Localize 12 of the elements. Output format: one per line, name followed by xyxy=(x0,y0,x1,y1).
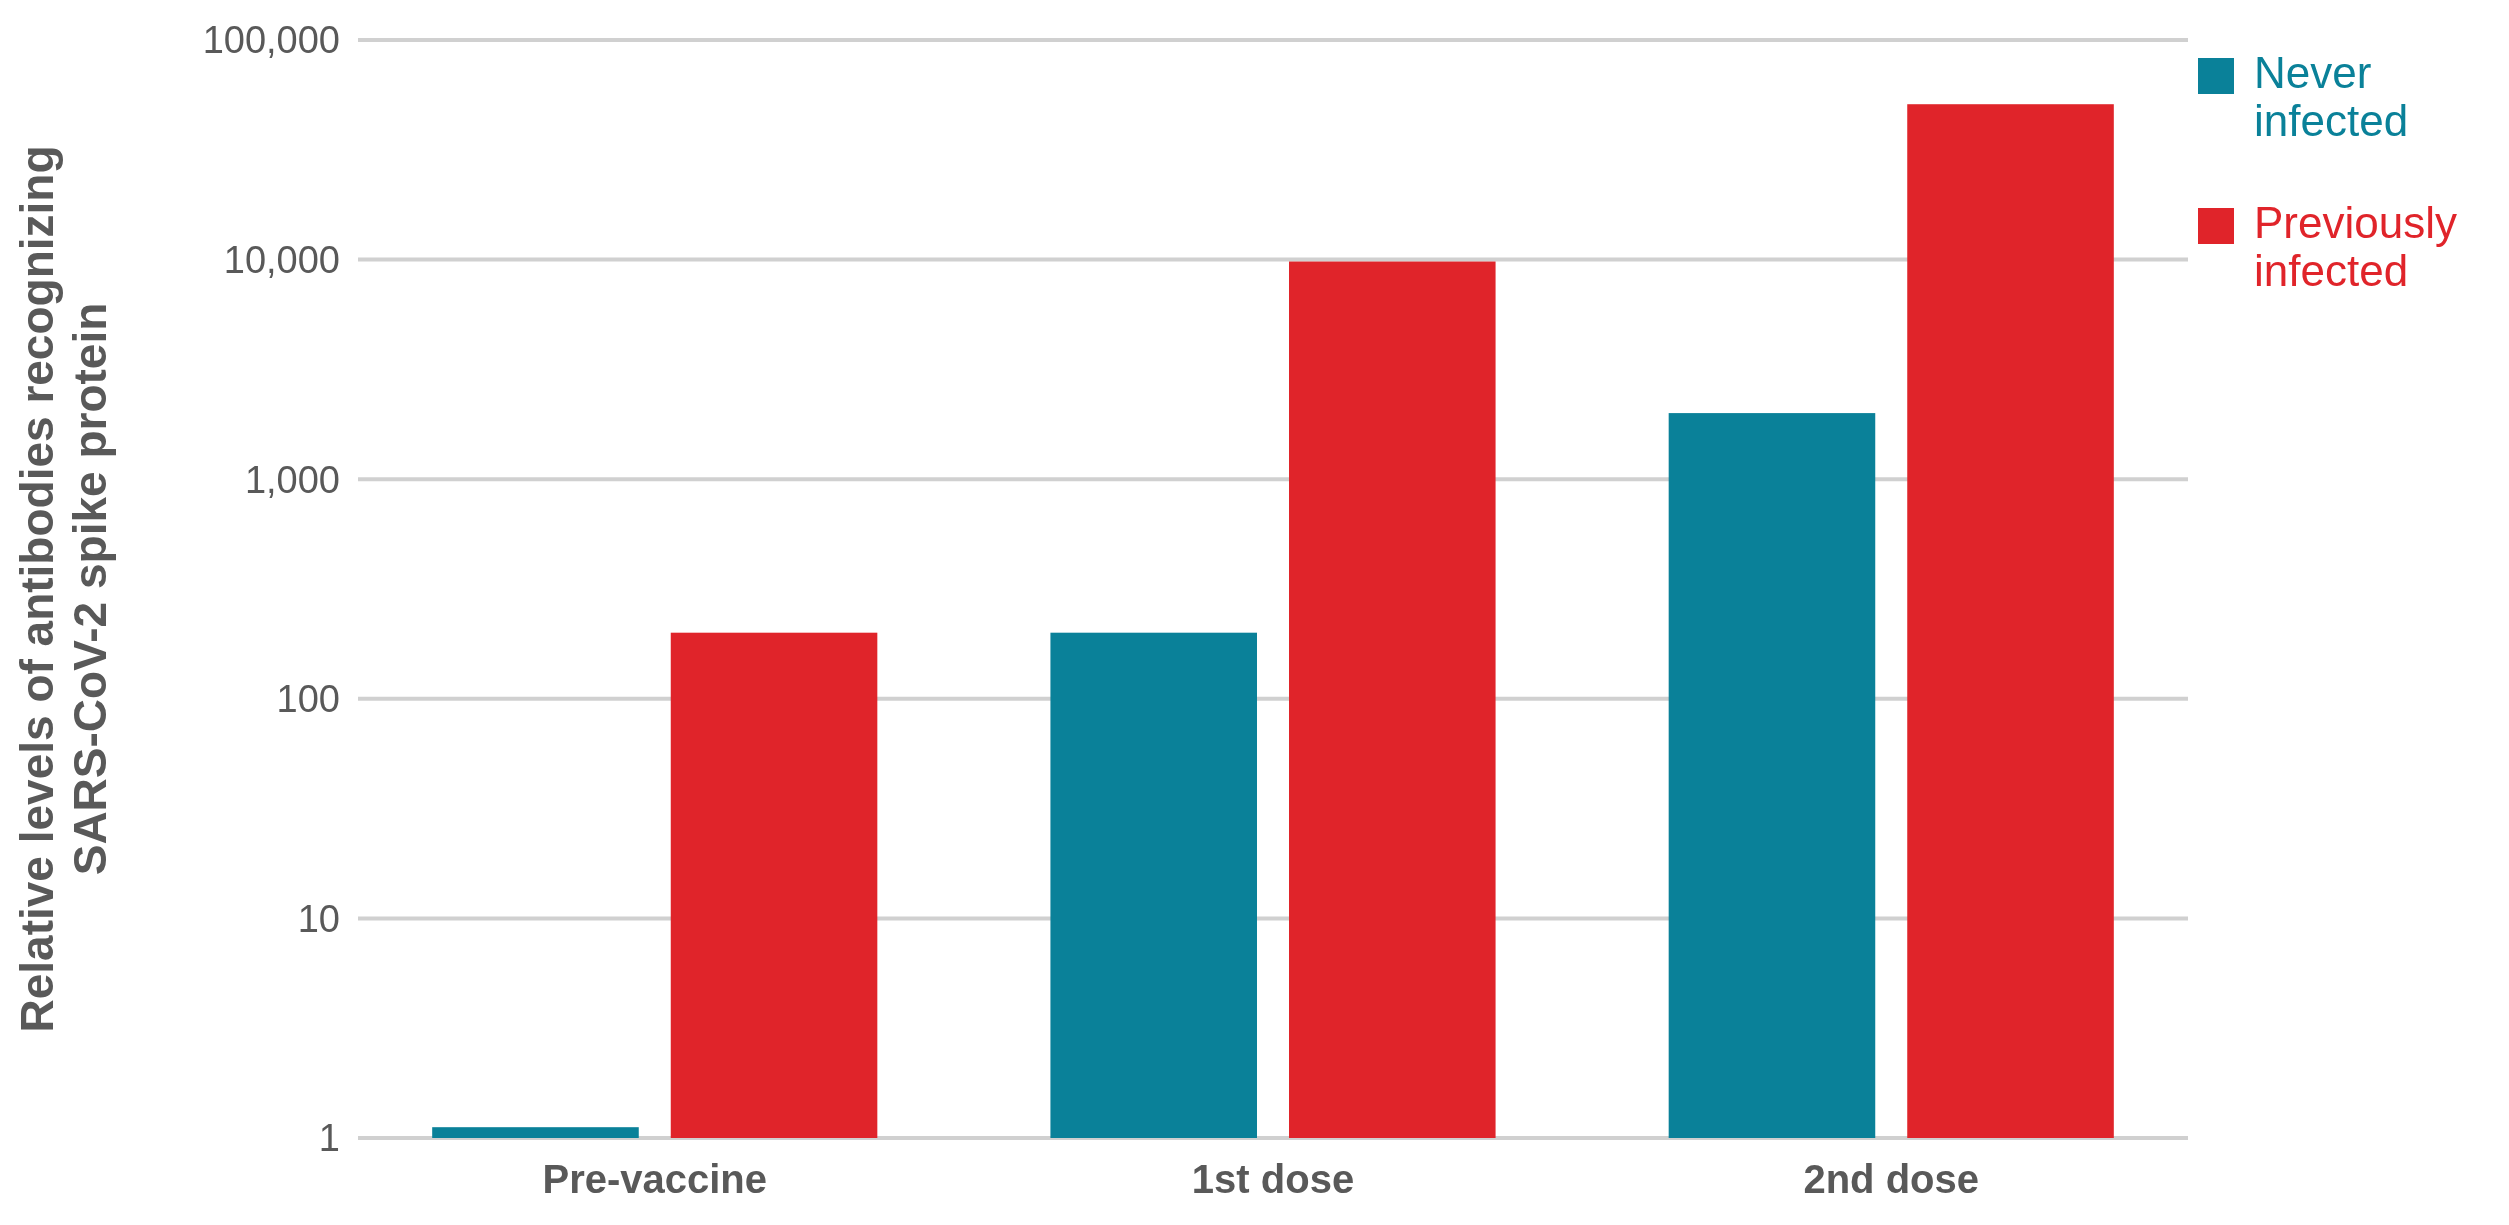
y-axis-title: Relative levels of antibodies recognizing SARS-CoV-2 spike protein xyxy=(11,145,116,1033)
x-tick-label: 1st dose xyxy=(1191,1157,1355,1201)
y-tick-label: 10,000 xyxy=(223,238,340,281)
x-tick-label: 2nd dose xyxy=(1803,1157,1980,1201)
legend-label: Never infected xyxy=(2254,48,2409,146)
legend-label: Previously infected xyxy=(2254,198,2457,296)
x-tick-label: Pre-vaccine xyxy=(542,1157,768,1201)
y-tick-label: 100,000 xyxy=(202,19,340,62)
y-tick-label: 1,000 xyxy=(244,458,340,501)
y-tick-label: 10 xyxy=(297,897,340,940)
y-tick-label: 100 xyxy=(276,678,340,721)
y-tick-label: 1 xyxy=(318,1117,340,1160)
